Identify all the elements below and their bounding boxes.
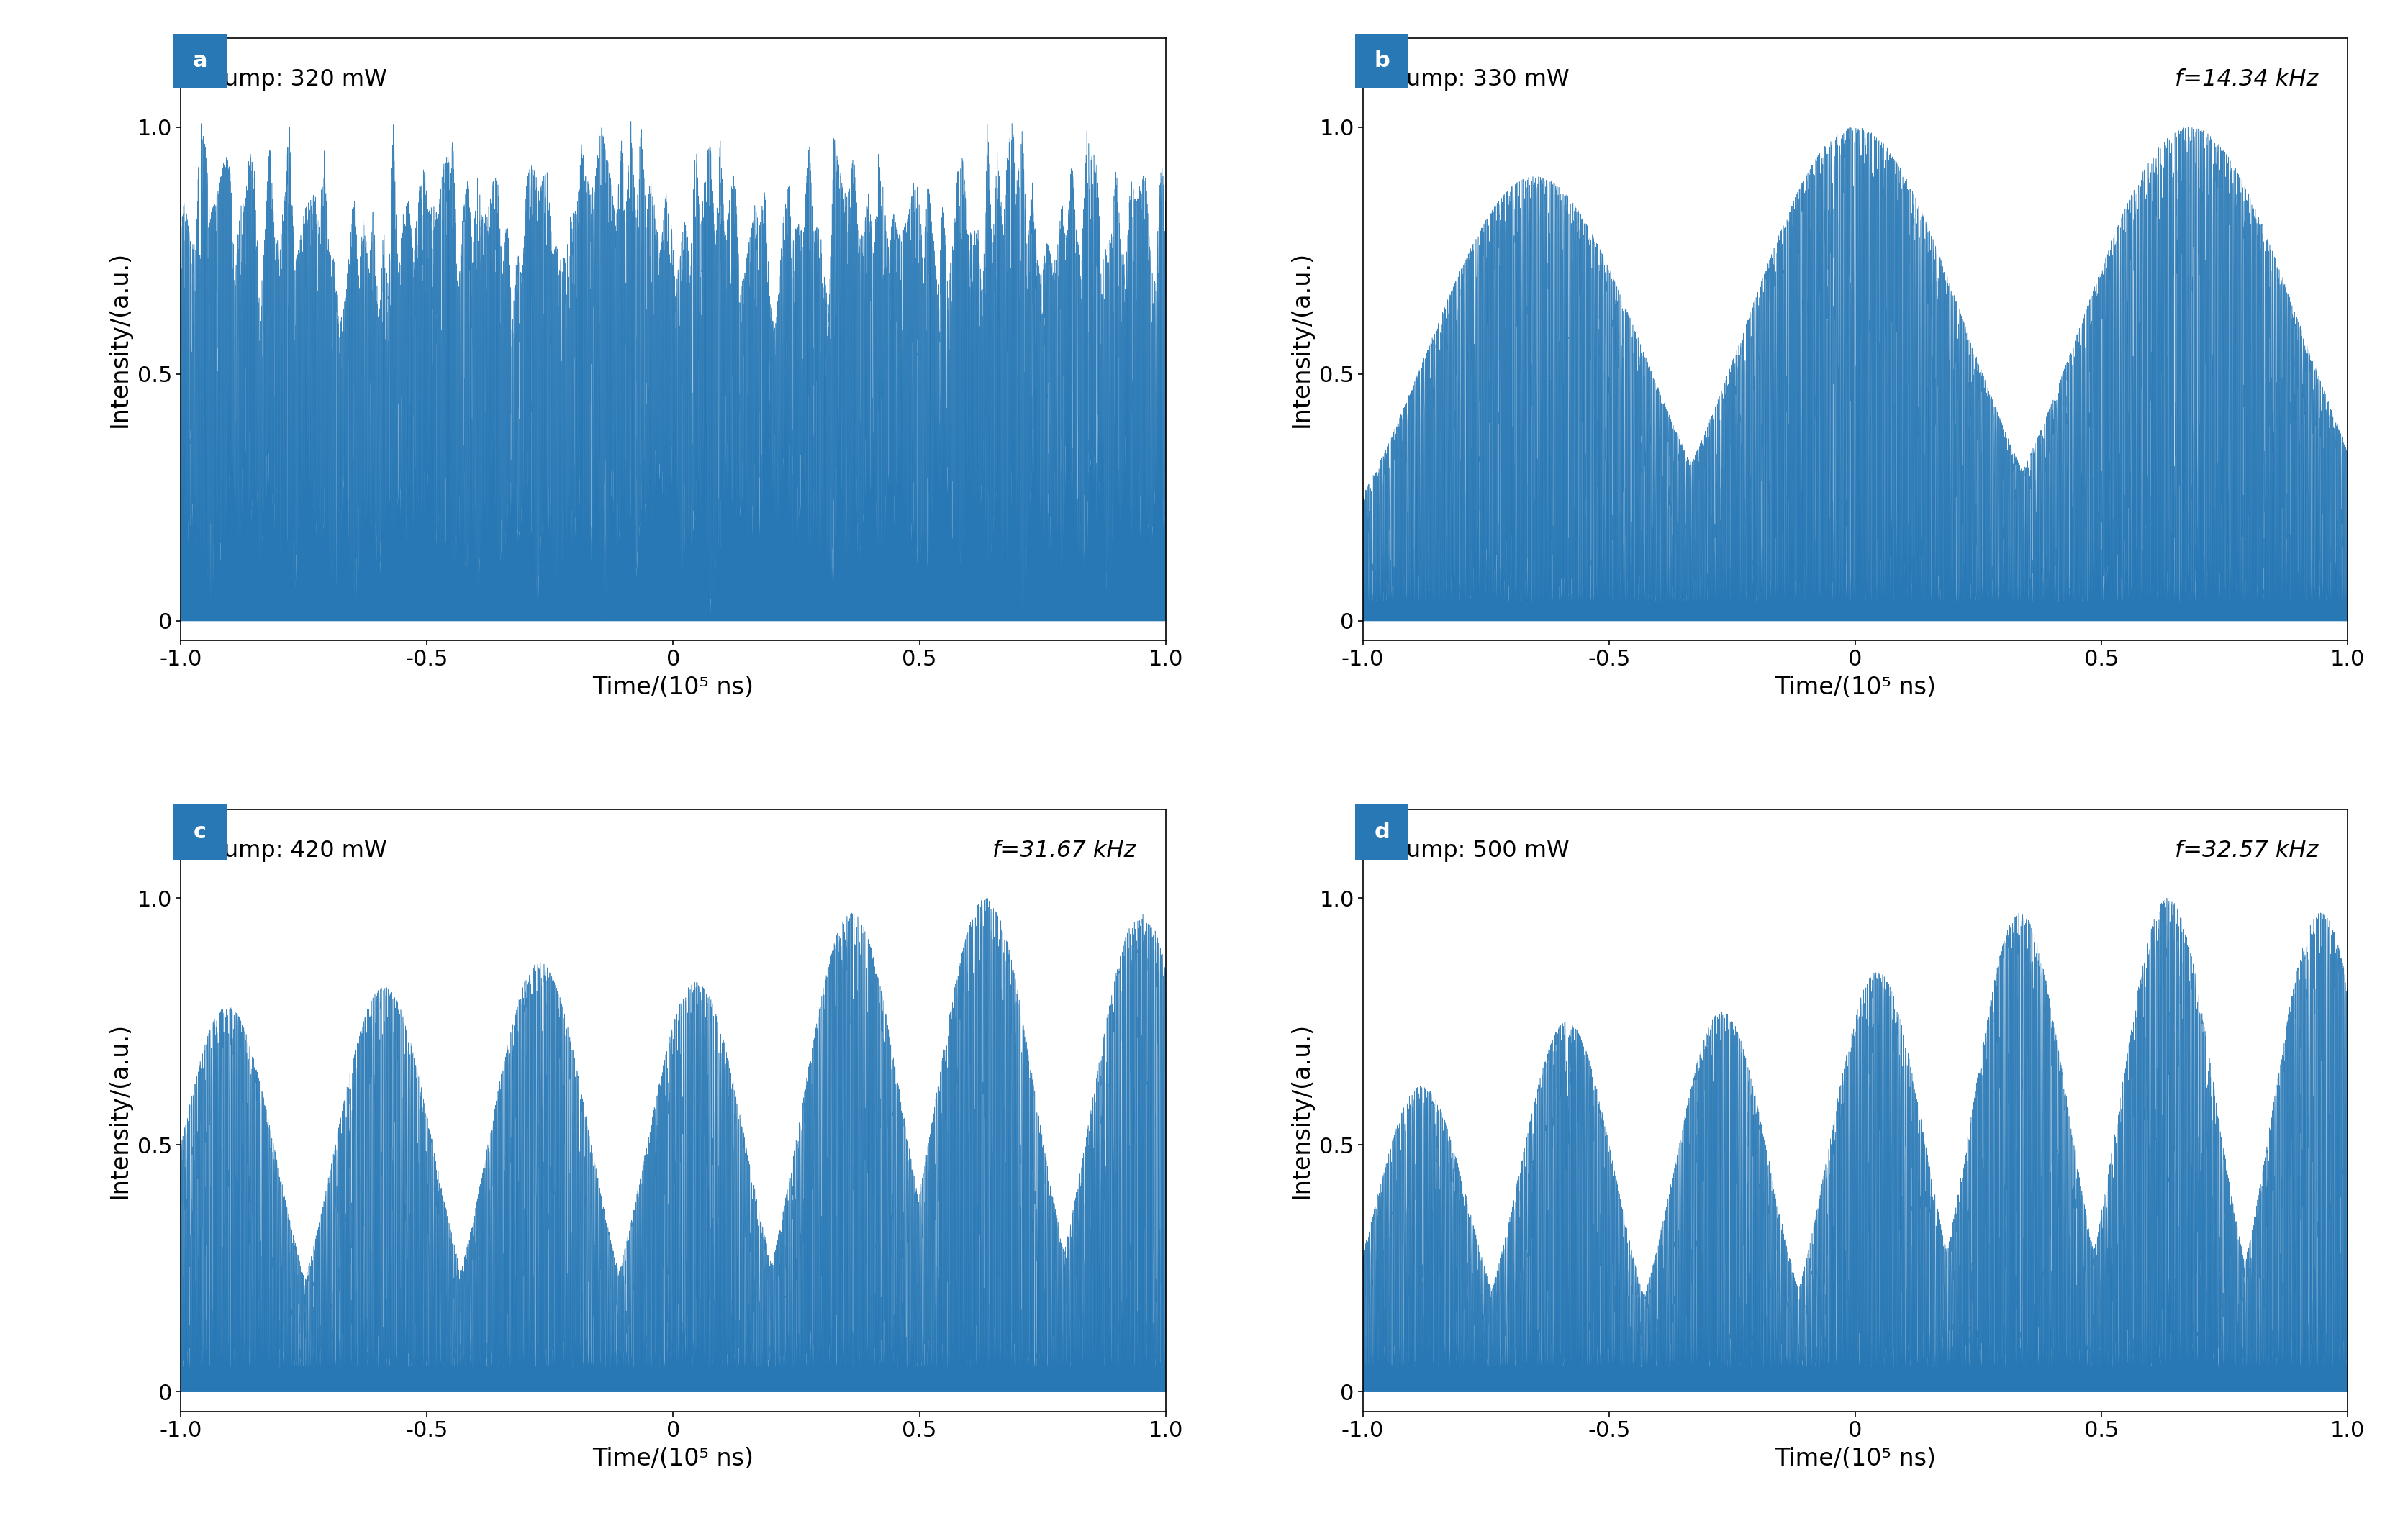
Text: b: b bbox=[1375, 50, 1389, 72]
Text: f=14.34 kHz: f=14.34 kHz bbox=[2174, 69, 2319, 90]
X-axis label: Time/(10⁵ ns): Time/(10⁵ ns) bbox=[1775, 676, 1936, 699]
Text: Pump: 320 mW: Pump: 320 mW bbox=[209, 69, 388, 90]
Text: f=31.67 kHz: f=31.67 kHz bbox=[992, 839, 1137, 862]
X-axis label: Time/(10⁵ ns): Time/(10⁵ ns) bbox=[1775, 1447, 1936, 1471]
Y-axis label: Intensity/(a.u.): Intensity/(a.u.) bbox=[108, 252, 132, 427]
Text: Pump: 330 mW: Pump: 330 mW bbox=[1392, 69, 1570, 90]
Text: Pump: 420 mW: Pump: 420 mW bbox=[209, 839, 388, 862]
Y-axis label: Intensity/(a.u.): Intensity/(a.u.) bbox=[1291, 252, 1312, 427]
X-axis label: Time/(10⁵ ns): Time/(10⁵ ns) bbox=[592, 676, 754, 699]
Y-axis label: Intensity/(a.u.): Intensity/(a.u.) bbox=[108, 1022, 132, 1198]
Text: d: d bbox=[1375, 821, 1389, 842]
Text: Pump: 500 mW: Pump: 500 mW bbox=[1392, 839, 1570, 862]
Y-axis label: Intensity/(a.u.): Intensity/(a.u.) bbox=[1291, 1022, 1312, 1198]
Text: a: a bbox=[193, 50, 207, 72]
Text: f=32.57 kHz: f=32.57 kHz bbox=[2174, 839, 2319, 862]
X-axis label: Time/(10⁵ ns): Time/(10⁵ ns) bbox=[592, 1447, 754, 1471]
Text: c: c bbox=[193, 821, 207, 842]
